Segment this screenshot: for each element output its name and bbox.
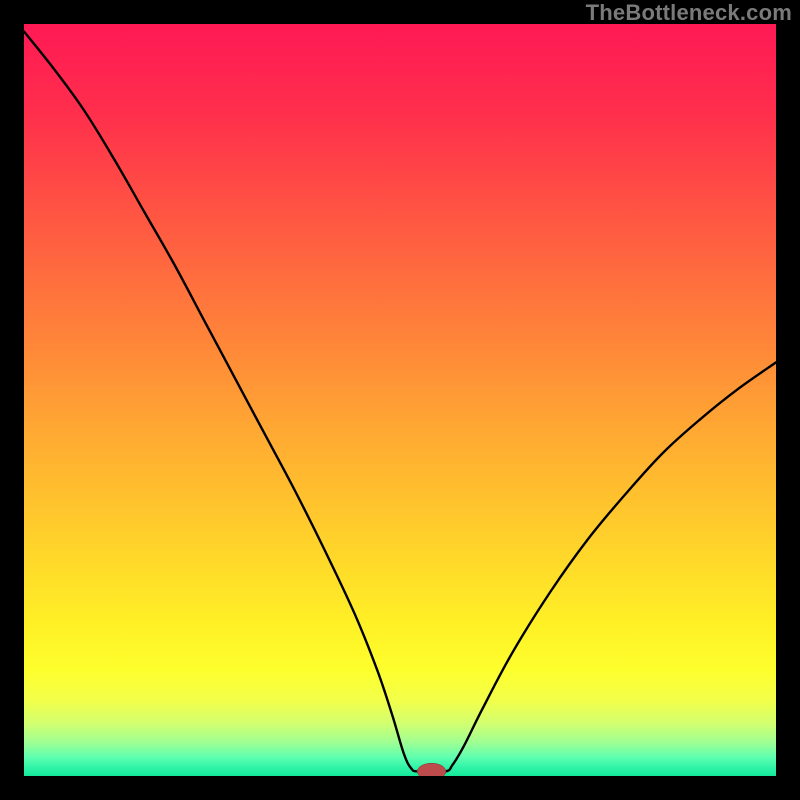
chart-svg — [24, 24, 776, 776]
plot-area — [24, 24, 776, 776]
chart-container: TheBottleneck.com — [0, 0, 800, 800]
gradient-background — [24, 24, 776, 776]
watermark-text: TheBottleneck.com — [586, 0, 792, 26]
